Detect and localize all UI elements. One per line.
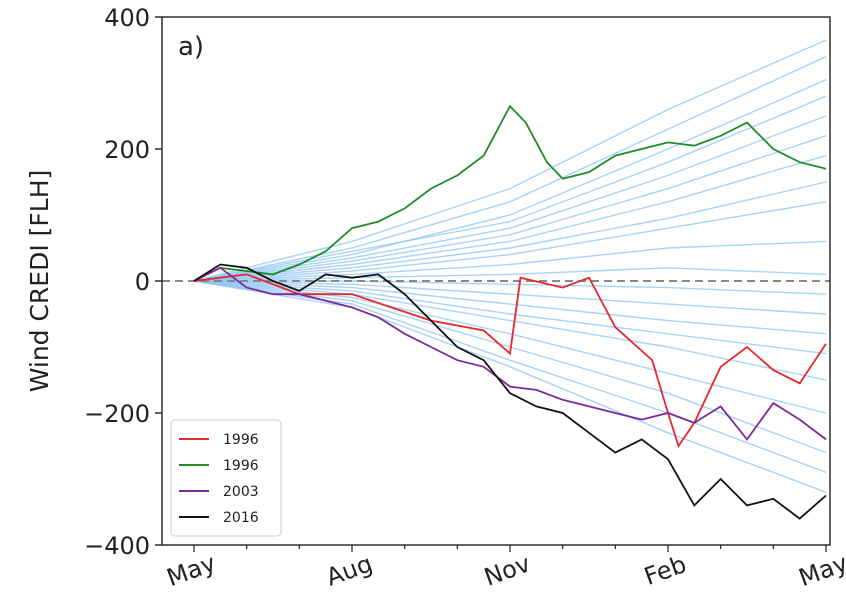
ensemble-line-18 <box>193 280 827 474</box>
ensemble-line-10 <box>193 267 827 282</box>
legend: 1996 1996 2003 2016 <box>170 419 282 537</box>
ensemble-line-8 <box>193 201 827 282</box>
ensemble-line-16 <box>193 280 827 414</box>
y-axis-ticks: −400 −200 0 200 400 <box>84 4 162 560</box>
ensemble-line-2 <box>193 79 827 282</box>
legend-label-0: 1996 <box>223 432 259 448</box>
y-tick-label-1: −200 <box>84 400 150 428</box>
legend-box <box>170 419 282 537</box>
legend-label-3: 2016 <box>223 510 259 526</box>
ensemble-line-4 <box>193 115 827 282</box>
ensemble-line-1 <box>193 55 827 282</box>
ensemble-line-5 <box>193 135 827 282</box>
y-tick-label-2: 0 <box>135 268 150 296</box>
series-line-2 <box>193 266 827 441</box>
series-line-0 <box>193 273 827 449</box>
ensemble-line-15 <box>193 280 827 381</box>
series-line-3 <box>193 263 827 520</box>
x-tick-label-4: May <box>795 549 846 592</box>
ensemble-line-7 <box>193 181 827 282</box>
ensemble-line-13 <box>193 280 827 335</box>
y-tick-label-0: −400 <box>84 532 150 560</box>
legend-label-1: 1996 <box>223 458 259 474</box>
x-tick-label-3: Feb <box>641 550 691 591</box>
y-tick-label-4: 400 <box>104 4 150 32</box>
x-tick-label-1: Aug <box>322 549 376 591</box>
y-tick-label-3: 200 <box>104 136 150 164</box>
x-tick-label-2: Nov <box>480 549 534 591</box>
ensemble-line-6 <box>193 154 827 282</box>
x-tick-label-0: May <box>163 549 219 592</box>
series-line-1 <box>193 104 827 282</box>
y-axis-label: Wind CREDI [FLH] <box>25 170 54 393</box>
ensemble-line-14 <box>193 280 827 355</box>
highlighted-series <box>193 104 827 520</box>
ensemble-line-3 <box>193 95 827 282</box>
legend-label-2: 2003 <box>223 484 259 500</box>
panel-label: a) <box>178 32 204 62</box>
x-axis-ticks: May Aug Nov Feb May <box>163 545 846 592</box>
ensemble-line-12 <box>193 280 827 315</box>
ensemble-line-0 <box>193 39 827 282</box>
ensemble-line-19 <box>193 280 827 493</box>
ensemble-line-9 <box>193 240 827 282</box>
